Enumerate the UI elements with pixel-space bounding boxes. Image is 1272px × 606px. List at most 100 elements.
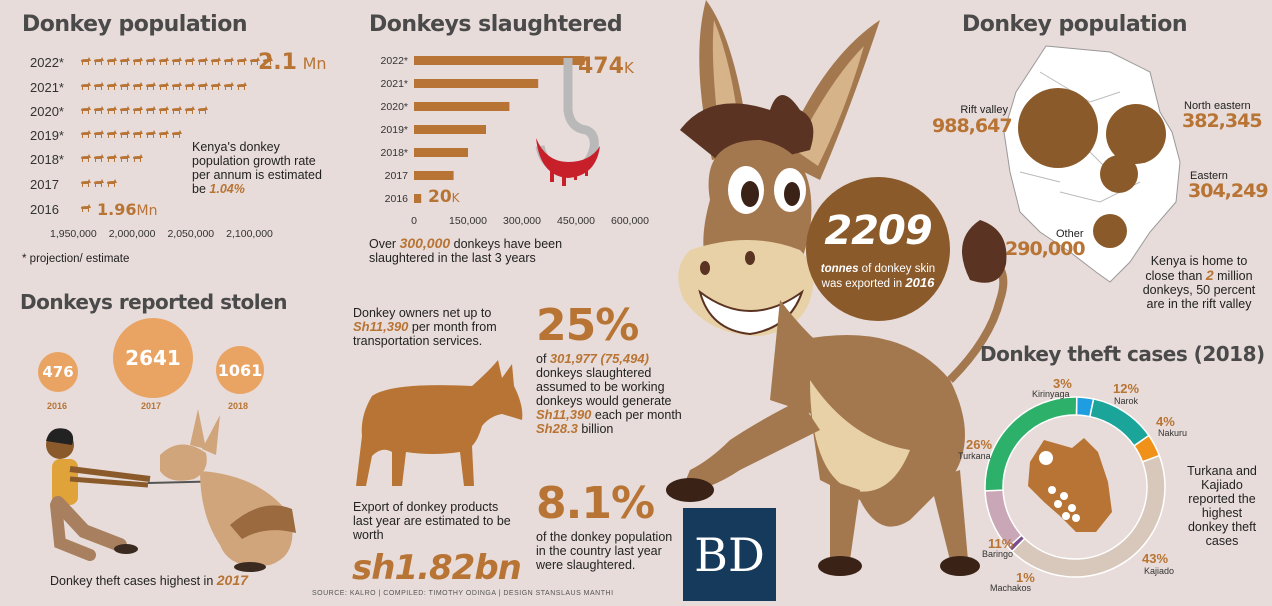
- export-value: sh1.82bn: [352, 548, 522, 588]
- donkey-icon-group: [80, 102, 209, 120]
- theft-name-kajiado: Kajiado: [1144, 566, 1175, 576]
- theft-name-machakos: Machakos: [990, 583, 1032, 593]
- donkey-icon: [171, 102, 183, 120]
- donkey-icon-group: [80, 78, 248, 96]
- working-note: of 301,977 (75,494) donkeys slaughtered …: [536, 351, 682, 437]
- donkey-icon: [106, 126, 118, 144]
- population-row: 2017: [30, 174, 118, 194]
- donkey-icon: [184, 102, 196, 120]
- donkey-icon: [236, 53, 248, 71]
- stolen-circle-2017: 2641: [113, 318, 193, 398]
- region-name-other: Other: [1056, 228, 1084, 240]
- regional-note: Kenya is home to close than 2 million do…: [1142, 254, 1256, 311]
- region-value-eastern: 304,249: [1188, 180, 1269, 202]
- theft-pct-machakos: 1%: [1016, 570, 1035, 585]
- population-row: 2019*: [30, 125, 183, 145]
- donkey-icon: [184, 78, 196, 96]
- population-row: 2021*: [30, 77, 248, 97]
- stolen-circle-2016: 476: [38, 352, 78, 392]
- population-tick: 2,100,000: [226, 228, 273, 240]
- slaughtered-bar: [414, 56, 585, 65]
- donkey-icon: [106, 175, 118, 193]
- population-year: 2019*: [30, 127, 64, 143]
- region-name-north-eastern: North eastern: [1184, 100, 1251, 112]
- population-year: 2021*: [30, 79, 64, 95]
- regional-title: Donkey population: [962, 12, 1188, 37]
- donkey-icon: [132, 78, 144, 96]
- slaughtered-bar: [414, 125, 486, 134]
- theft-pct-narok: 12%: [1113, 381, 1140, 396]
- donkey-icon: [119, 78, 131, 96]
- donkey-icon: [197, 78, 209, 96]
- theft-pct-nakuru: 4%: [1156, 414, 1175, 429]
- slaughtered-top-label: 474K: [578, 54, 634, 79]
- donkey-icon: [119, 150, 131, 168]
- donkey-icon: [145, 78, 157, 96]
- donkey-icon: [145, 102, 157, 120]
- donkey-icon: [197, 53, 209, 71]
- bubble-north-eastern: [1106, 104, 1166, 164]
- population-footnote: * projection/ estimate: [22, 253, 130, 265]
- slaughtered-note: Over 300,000 donkeys have been slaughter…: [369, 235, 563, 265]
- donkey-icon: [93, 175, 105, 193]
- donkey-icon: [223, 53, 235, 71]
- slaughtered-category-label: 2021*: [381, 78, 408, 90]
- working-percent: 25%: [536, 300, 639, 351]
- population-tick: 1,950,000: [50, 228, 97, 240]
- donkey-icon-group: [80, 53, 274, 71]
- theft-name-baringo: Baringo: [982, 549, 1014, 559]
- region-name-eastern: Eastern: [1190, 170, 1228, 182]
- donkey-icon-group: [80, 200, 92, 218]
- donkey-icon: [132, 102, 144, 120]
- slaughtered-category-label: 2018*: [381, 147, 408, 159]
- region-value-other: 290,000: [1005, 238, 1086, 260]
- donkey-icon: [158, 53, 170, 71]
- slaughter-percent-note: of the donkey population in the country …: [536, 530, 673, 572]
- donkey-icon: [106, 102, 118, 120]
- donkey-icon: [106, 150, 118, 168]
- donkey-icon: [119, 53, 131, 71]
- slaughtered-low-label: 20K: [428, 187, 460, 207]
- theft-name-turkana: Turkana: [958, 451, 991, 461]
- bd-logo: BD: [683, 508, 776, 601]
- population-2016-label: 1.96Mn: [97, 200, 158, 219]
- donkey-icon: [80, 150, 92, 168]
- population-year: 2022*: [30, 54, 64, 70]
- donkey-icon: [93, 150, 105, 168]
- donkey-icon: [80, 53, 92, 71]
- donkey-silhouette-icon: [356, 360, 523, 486]
- transport-earnings-note: Donkey owners net up to Sh11,390 per mon…: [353, 306, 497, 348]
- donkey-icon: [158, 78, 170, 96]
- slaughtered-category-label: 2016: [385, 193, 409, 205]
- slaughtered-tick-label: 0: [411, 215, 417, 227]
- donkey-icon: [171, 53, 183, 71]
- bubble-eastern: [1100, 155, 1138, 193]
- theft-pct-kirinyaga: 3%: [1053, 376, 1072, 391]
- population-2022-label: 2.1 Mn: [258, 50, 327, 75]
- thief-pulling-donkey-illustration: [46, 409, 296, 572]
- slaughtered-title: Donkeys slaughtered: [369, 12, 623, 37]
- theft-name-nakuru: Nakuru: [1158, 428, 1188, 438]
- donkey-icon: [93, 126, 105, 144]
- donkey-icon: [80, 200, 92, 218]
- population-row: 2016: [30, 199, 92, 219]
- donkey-icon: [106, 78, 118, 96]
- slaughtered-tick-label: 600,000: [611, 215, 649, 227]
- slaughtered-bar: [414, 148, 468, 157]
- population-axis: 1,950,000 2,000,000 2,050,000 2,100,000: [50, 228, 273, 240]
- population-growth-note: Kenya's donkey population growth rate pe…: [192, 140, 322, 196]
- donkey-icon-group: [80, 150, 144, 168]
- skin-export-note: tonnes of donkey skin was exported in 20…: [820, 263, 936, 290]
- region-value-north-eastern: 382,345: [1182, 110, 1263, 132]
- donkey-icon: [119, 126, 131, 144]
- credits: SOURCE: KALRO | COMPILED: TIMOTHY ODINGA…: [312, 590, 614, 597]
- donkey-icon: [210, 78, 222, 96]
- donkey-icon: [249, 53, 261, 71]
- donkey-icon: [262, 53, 274, 71]
- slaughtered-bar: [414, 171, 454, 180]
- region-name-rift-valley: Rift valley: [960, 104, 1008, 116]
- slaughter-percent: 8.1%: [536, 478, 655, 529]
- donkey-icon-group: [80, 175, 118, 193]
- theft-pct-turkana: 26%: [966, 437, 993, 452]
- population-year: 2016: [30, 201, 59, 217]
